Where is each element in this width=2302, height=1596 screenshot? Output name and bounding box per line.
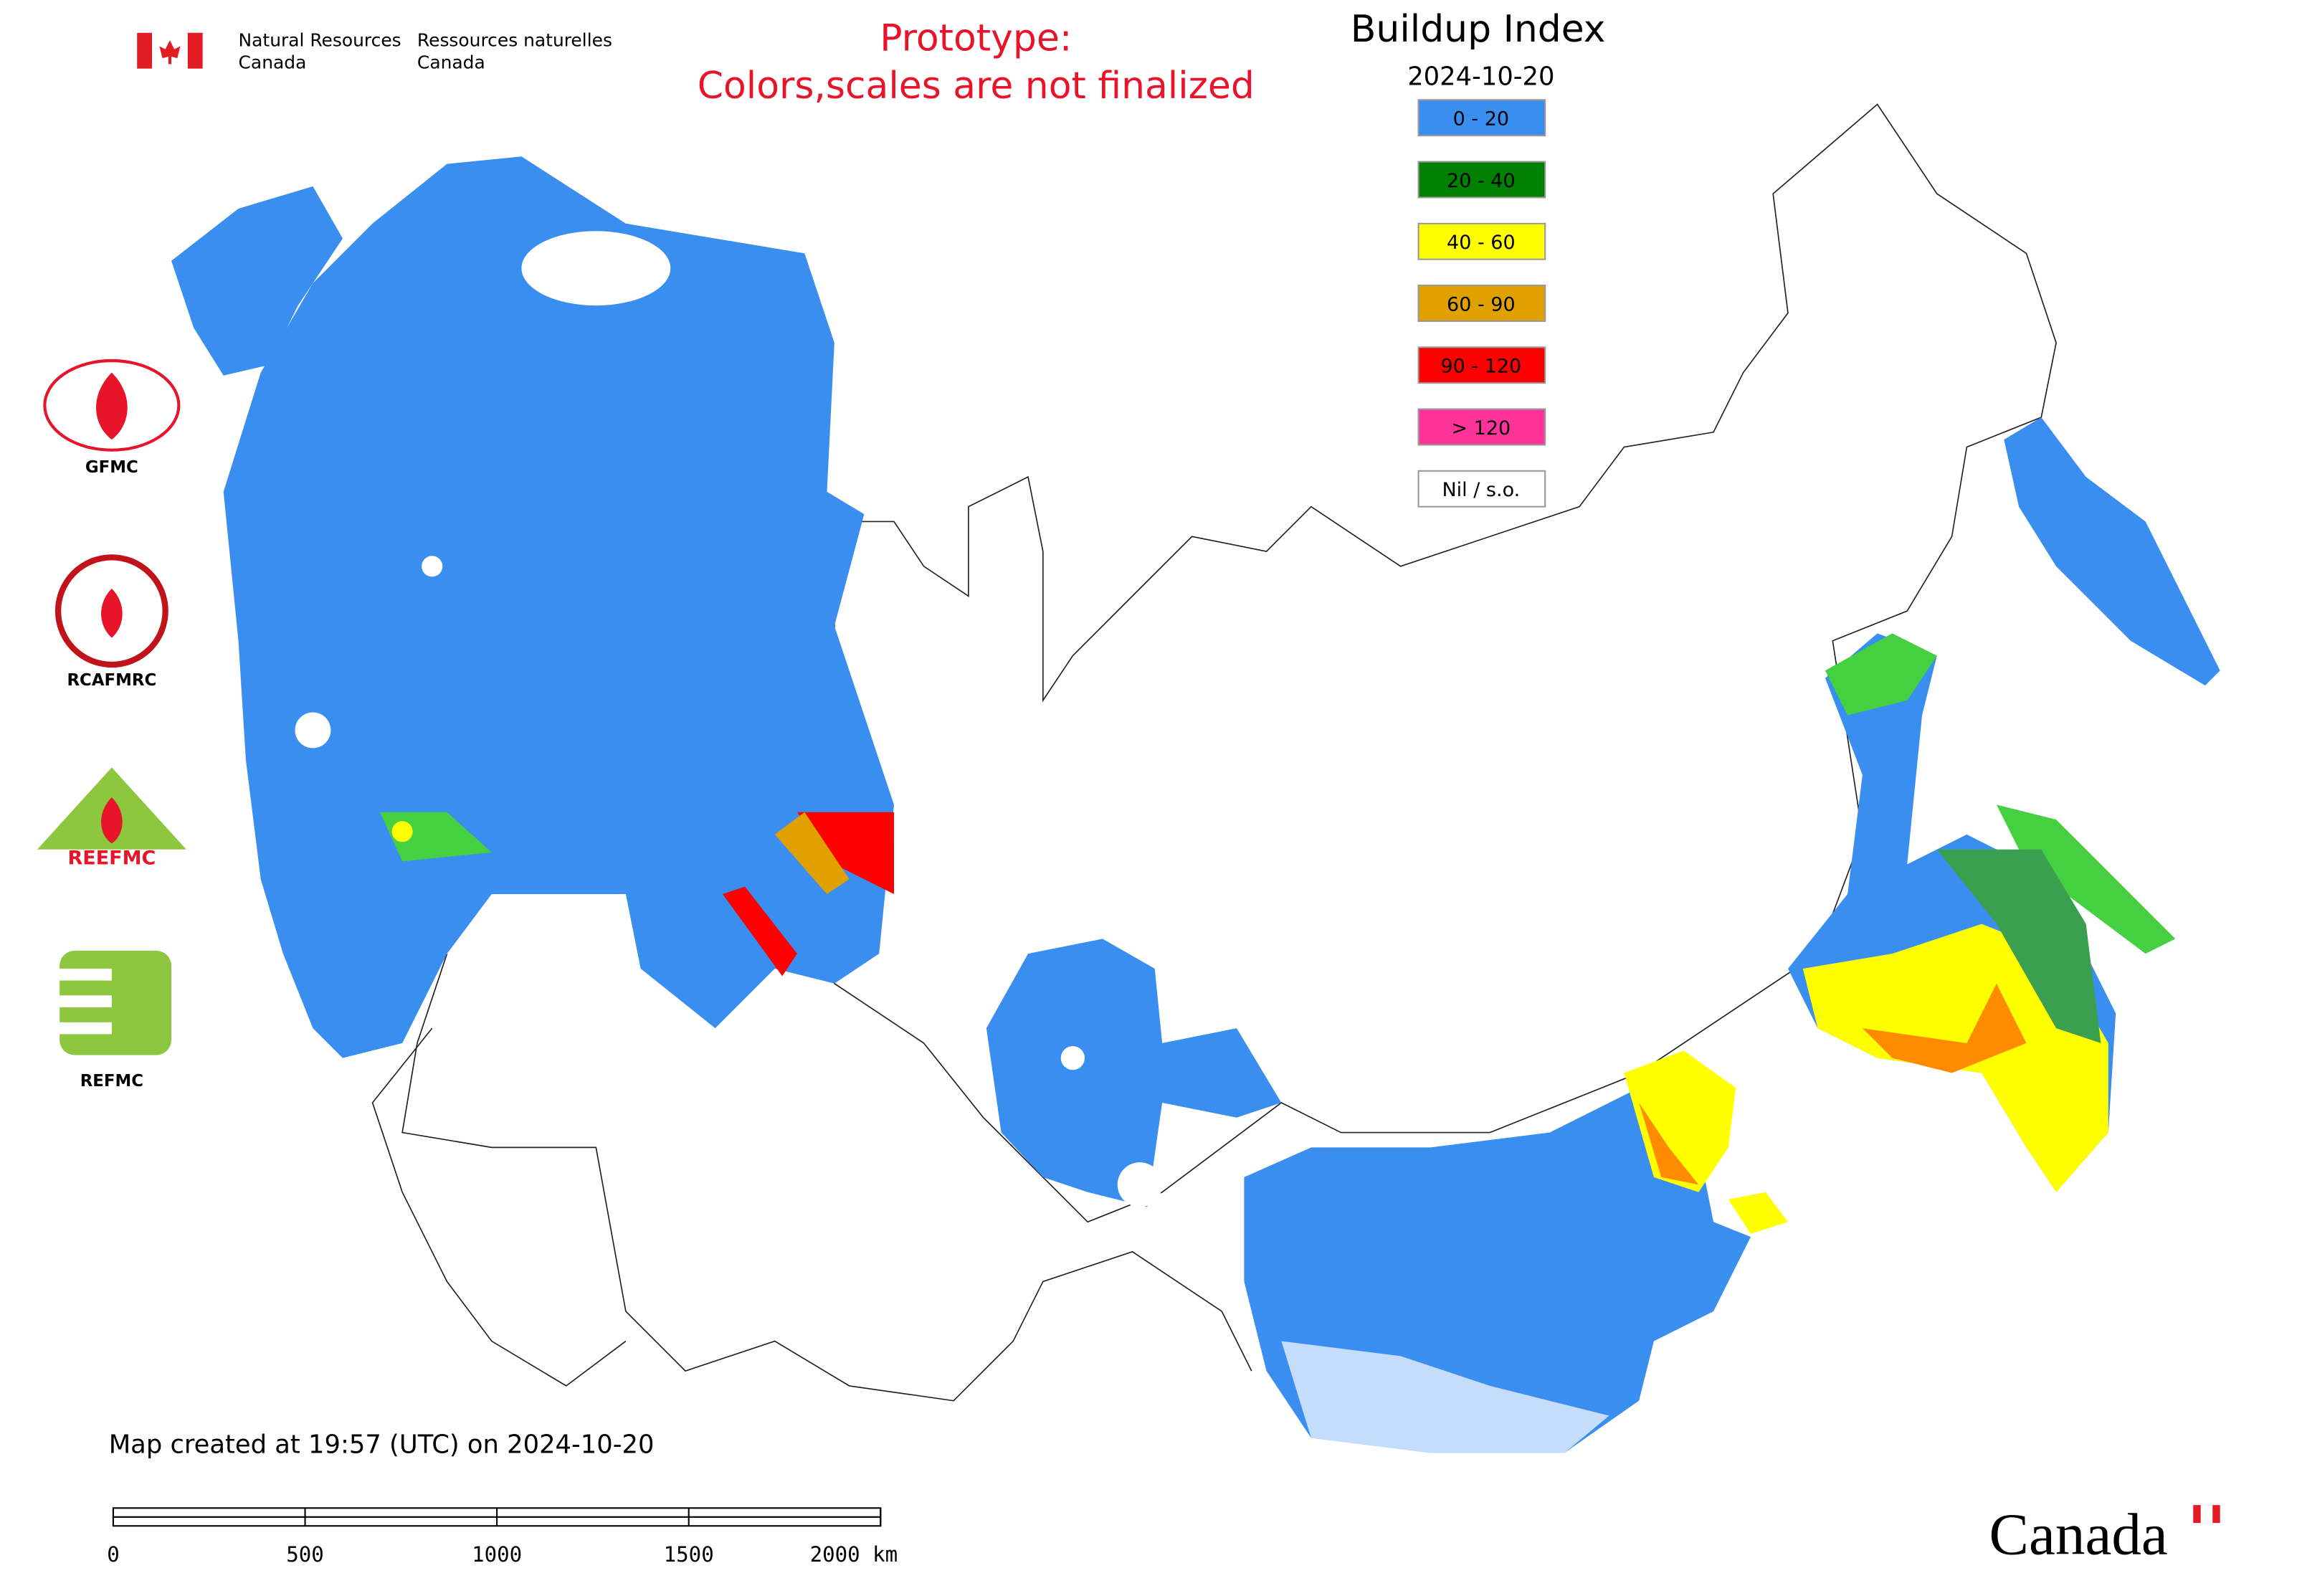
scale-label: 1500: [664, 1542, 714, 1567]
index-patch: [1825, 633, 1937, 716]
legend-label: 20 - 40: [1447, 170, 1516, 192]
coastline: [834, 103, 2057, 1223]
legend-label: 90 - 120: [1440, 356, 1521, 378]
scale-label: 2000 km: [810, 1542, 898, 1567]
index-patch: [1639, 1103, 1699, 1185]
logo-label: GFMC: [85, 458, 138, 477]
index-patch: [774, 812, 850, 895]
legend-label: 40 - 60: [1447, 232, 1516, 254]
legend-swatch: [1417, 99, 1546, 137]
legend-label: > 120: [1451, 417, 1511, 440]
org-name-en: Natural Resources: [239, 29, 401, 50]
legend-swatch: [1417, 285, 1546, 322]
wordmark-text: Canada: [1989, 1501, 2168, 1567]
country-border: [401, 953, 1252, 1402]
legend-label: 0 - 20: [1453, 108, 1509, 130]
legend-swatch: [1417, 408, 1546, 446]
index-patch: [1728, 1192, 1788, 1234]
lake: [1060, 1046, 1085, 1070]
canada-flag: [137, 32, 203, 69]
sparse-area: [1281, 1341, 1609, 1453]
index-region: [1996, 804, 2176, 954]
lake: [295, 712, 331, 749]
footer-note: Map created at 19:57 (UTC) on 2024-10-20: [109, 1430, 655, 1459]
lake: [1117, 1162, 1163, 1207]
logo-label: RCAFMRC: [67, 671, 156, 690]
index-patch: [796, 812, 894, 895]
notice: Colors,scales are not finalized: [698, 65, 1255, 108]
org-name-en: Canada: [239, 52, 307, 73]
canada-wordmark: Canada: [1989, 1501, 2220, 1567]
legend-label: Nil / s.o.: [1442, 479, 1520, 501]
legend: 0 - 20 20 - 40 40 - 60 60 - 90 90 - 120 > 120…: [1417, 99, 1546, 508]
legend-date: 2024-10-20: [1407, 62, 1554, 92]
logo: [37, 358, 186, 1055]
lake: [422, 556, 443, 577]
org-name-fr: Ressources naturelles: [417, 29, 612, 50]
index-region: [2004, 417, 2220, 686]
legend-swatch: [1417, 470, 1546, 508]
legend-title: Buildup Index: [1351, 8, 1606, 51]
legend-swatch: [1417, 222, 1546, 260]
index-patch: [391, 821, 413, 842]
scale-label: 500: [286, 1542, 324, 1567]
scale-bar: 0 500 1000 1500 2000 km: [107, 1507, 898, 1567]
index-region: [171, 186, 343, 376]
index-patch: [1936, 849, 2101, 1043]
index-region: [986, 939, 1282, 1207]
legend-label: 60 - 90: [1447, 293, 1516, 315]
legend-swatch: [1417, 161, 1546, 199]
notice: Prototype:: [880, 17, 1072, 60]
scale-label: 1000: [472, 1542, 522, 1567]
lake: [521, 231, 671, 306]
index-patch: [722, 886, 797, 977]
legend-swatch: [1417, 346, 1546, 384]
logo-label: REEFMC: [67, 847, 156, 869]
org-name-fr: Canada: [417, 52, 485, 73]
scale-label: 0: [107, 1542, 120, 1567]
logo-label: REFMC: [80, 1072, 143, 1091]
index-patch: [1624, 1050, 1736, 1192]
country-border: [371, 1027, 627, 1387]
